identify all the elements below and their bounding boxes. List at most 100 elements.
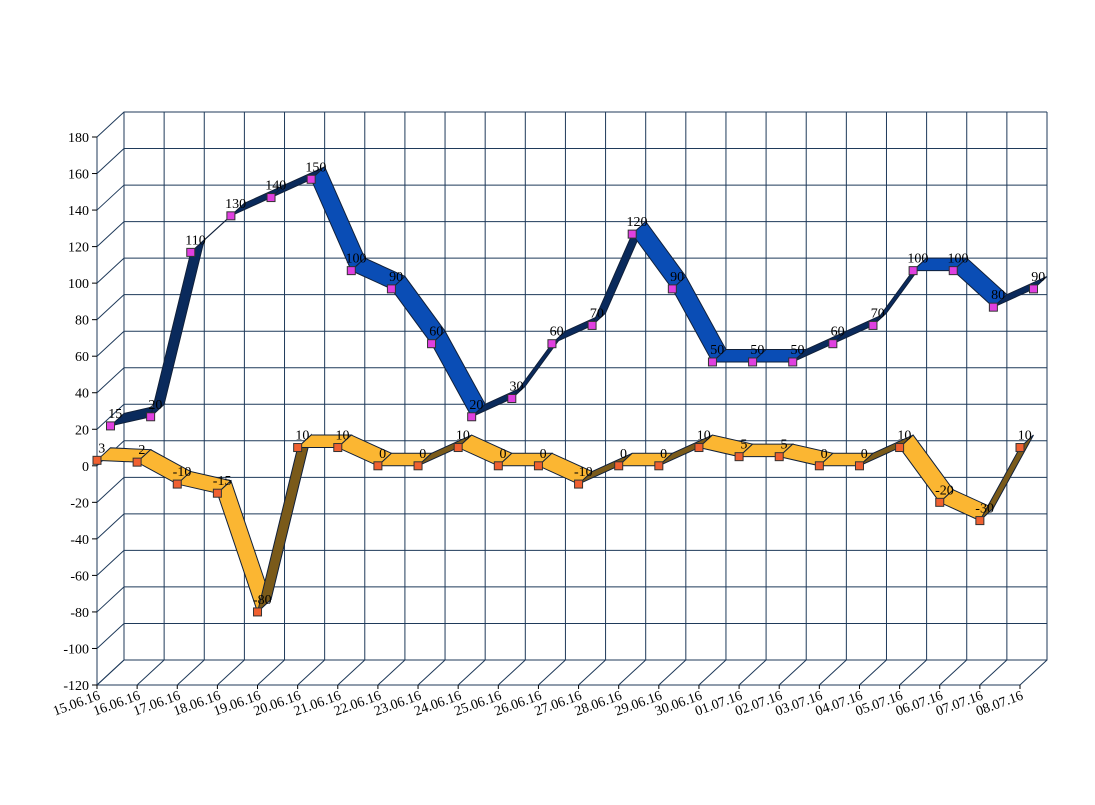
grid-line	[377, 112, 406, 686]
grid-line	[778, 112, 807, 686]
marker	[266, 193, 276, 203]
ribbon-segment	[993, 275, 1048, 308]
grid-line	[939, 112, 968, 686]
y-tick-label: 160	[68, 168, 89, 183]
grid-line	[497, 112, 526, 686]
marker	[948, 266, 958, 276]
data-label: 110	[185, 233, 205, 248]
grid-line	[658, 112, 687, 686]
marker	[427, 339, 437, 349]
y-tick-label: -20	[70, 496, 89, 511]
data-label: 3	[98, 441, 105, 456]
y-tick-label: 0	[82, 460, 89, 475]
y-tick-label: 80	[75, 314, 89, 329]
grid-line	[96, 659, 1047, 686]
data-label: 10	[295, 429, 309, 444]
data-label: 0	[861, 447, 868, 462]
marker	[627, 229, 637, 239]
data-label: 100	[346, 252, 367, 267]
y-tick-label: 140	[68, 204, 89, 219]
marker	[146, 412, 156, 422]
marker	[467, 412, 477, 422]
marker	[106, 421, 115, 431]
data-label: 10	[697, 429, 711, 444]
data-label: 15	[108, 407, 122, 422]
grid-line	[257, 112, 286, 686]
data-label: 10	[1018, 429, 1032, 444]
marker	[1015, 443, 1025, 453]
marker	[172, 479, 182, 489]
data-label: 100	[907, 252, 928, 267]
grid-line	[578, 112, 607, 686]
marker	[895, 443, 905, 453]
data-label: 60	[550, 325, 564, 340]
marker	[346, 266, 356, 276]
data-label: 30	[510, 380, 524, 395]
y-tick-label: -100	[63, 642, 89, 657]
marker	[293, 443, 303, 453]
grid-line	[96, 294, 1047, 321]
marker	[828, 339, 838, 349]
grid-line	[859, 112, 887, 686]
data-label: 150	[305, 160, 326, 175]
data-label: -20	[935, 483, 954, 498]
data-label: 140	[265, 179, 286, 194]
marker	[306, 174, 316, 184]
marker	[132, 457, 142, 467]
marker	[667, 284, 677, 294]
marker	[212, 488, 222, 498]
y-tick-label: 100	[68, 277, 89, 292]
marker	[788, 357, 798, 367]
data-label: 50	[710, 343, 724, 358]
marker	[186, 247, 196, 257]
y-tick-label: 60	[75, 350, 89, 365]
data-label: 5	[740, 438, 747, 453]
y-tick-label: 40	[75, 387, 89, 402]
y-tick-label: -60	[70, 569, 89, 584]
marker	[253, 607, 263, 617]
data-label: 60	[429, 325, 443, 340]
grid-line	[457, 112, 486, 686]
data-label: 0	[540, 447, 547, 462]
grid-line	[96, 112, 125, 686]
grid-line	[96, 403, 1047, 430]
y-tick-label: -120	[63, 679, 89, 694]
data-label: -80	[253, 593, 272, 608]
marker	[533, 461, 543, 471]
data-label: 90	[389, 270, 403, 285]
data-label: 2	[138, 443, 145, 458]
data-label: 70	[871, 306, 885, 321]
x-tick-label: 08.07.16	[974, 689, 1025, 720]
grid-line	[297, 112, 326, 686]
data-label: 90	[670, 270, 684, 285]
ribbon-segment	[979, 434, 1034, 521]
marker	[493, 461, 503, 471]
data-label: 20	[469, 398, 483, 413]
data-label: 10	[336, 429, 350, 444]
marker	[587, 320, 597, 330]
marker	[774, 452, 784, 462]
marker	[814, 461, 824, 471]
grid-line	[96, 221, 1047, 247]
y-tick-label: 180	[68, 131, 89, 146]
data-label: 5	[780, 438, 787, 453]
data-label: 50	[750, 343, 764, 358]
ribbon-segment	[149, 238, 206, 419]
grid-line	[96, 257, 1047, 284]
data-label: 50	[790, 343, 804, 358]
data-label: 70	[590, 306, 604, 321]
data-label: 120	[626, 215, 647, 230]
grid-line	[417, 112, 446, 686]
data-label: 10	[897, 429, 911, 444]
data-label: 60	[831, 325, 845, 340]
grid-line	[538, 112, 566, 686]
marker	[92, 455, 102, 465]
marker	[868, 320, 878, 330]
grid-line	[738, 112, 767, 686]
grid-line	[698, 112, 727, 686]
marker	[654, 461, 664, 471]
grid-line	[136, 112, 165, 686]
marker	[386, 284, 396, 294]
